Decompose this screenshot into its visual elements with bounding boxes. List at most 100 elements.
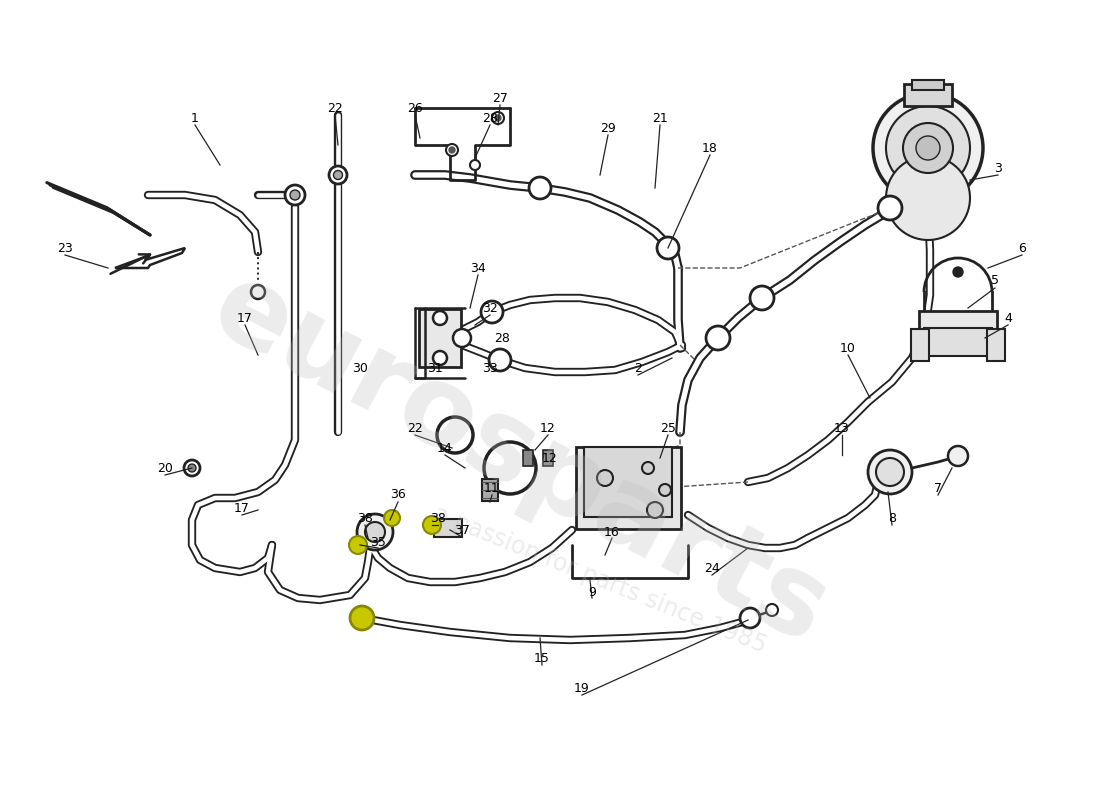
Circle shape bbox=[647, 502, 663, 518]
Circle shape bbox=[876, 458, 904, 486]
Circle shape bbox=[953, 267, 962, 277]
Text: 13: 13 bbox=[834, 422, 850, 434]
Text: 16: 16 bbox=[604, 526, 620, 538]
Text: 30: 30 bbox=[352, 362, 367, 374]
Text: 29: 29 bbox=[601, 122, 616, 134]
Circle shape bbox=[948, 446, 968, 466]
Circle shape bbox=[358, 514, 393, 550]
Circle shape bbox=[449, 147, 455, 153]
Circle shape bbox=[740, 608, 760, 628]
Text: 35: 35 bbox=[370, 535, 386, 549]
Text: 27: 27 bbox=[492, 91, 508, 105]
Circle shape bbox=[868, 450, 912, 494]
Text: 33: 33 bbox=[482, 362, 498, 374]
Text: 18: 18 bbox=[702, 142, 718, 154]
Text: 38: 38 bbox=[358, 511, 373, 525]
Text: 28: 28 bbox=[482, 111, 498, 125]
Bar bbox=[522, 450, 534, 466]
Circle shape bbox=[903, 123, 953, 173]
Text: 19: 19 bbox=[574, 682, 590, 694]
Text: 20: 20 bbox=[157, 462, 173, 474]
Circle shape bbox=[659, 484, 671, 496]
Text: 12: 12 bbox=[542, 451, 558, 465]
Text: 38: 38 bbox=[430, 511, 446, 525]
Text: 17: 17 bbox=[238, 311, 253, 325]
Circle shape bbox=[597, 470, 613, 486]
Circle shape bbox=[481, 301, 503, 323]
Circle shape bbox=[285, 185, 305, 205]
Circle shape bbox=[886, 156, 970, 240]
Bar bbox=[434, 519, 462, 537]
Text: 31: 31 bbox=[427, 362, 443, 374]
Circle shape bbox=[188, 464, 196, 472]
Circle shape bbox=[878, 196, 902, 220]
Circle shape bbox=[433, 311, 447, 325]
Circle shape bbox=[446, 144, 458, 156]
Circle shape bbox=[365, 522, 385, 542]
Text: 37: 37 bbox=[454, 523, 470, 537]
Bar bbox=[575, 447, 681, 529]
Circle shape bbox=[484, 442, 536, 494]
Circle shape bbox=[290, 190, 300, 200]
Circle shape bbox=[251, 285, 265, 299]
Circle shape bbox=[495, 115, 500, 121]
Circle shape bbox=[706, 326, 730, 350]
Text: eurosparts: eurosparts bbox=[195, 253, 846, 667]
Circle shape bbox=[490, 349, 512, 371]
Circle shape bbox=[350, 606, 374, 630]
Bar bbox=[912, 80, 944, 90]
Circle shape bbox=[329, 166, 346, 184]
Circle shape bbox=[433, 351, 447, 365]
Circle shape bbox=[657, 237, 679, 259]
Text: 8: 8 bbox=[888, 511, 896, 525]
Bar bbox=[904, 84, 952, 106]
Text: 34: 34 bbox=[470, 262, 486, 274]
Text: 23: 23 bbox=[57, 242, 73, 254]
Bar bbox=[918, 311, 997, 333]
Circle shape bbox=[184, 460, 200, 476]
Bar bbox=[911, 329, 930, 361]
Circle shape bbox=[642, 462, 654, 474]
Text: a passion for parts since 1985: a passion for parts since 1985 bbox=[430, 502, 770, 658]
Text: 25: 25 bbox=[660, 422, 675, 434]
Circle shape bbox=[766, 604, 778, 616]
Polygon shape bbox=[116, 248, 185, 268]
Circle shape bbox=[349, 536, 367, 554]
Text: 2: 2 bbox=[634, 362, 642, 374]
Bar bbox=[543, 450, 553, 466]
Circle shape bbox=[333, 170, 342, 179]
Text: 22: 22 bbox=[407, 422, 422, 434]
Text: 26: 26 bbox=[407, 102, 422, 114]
Circle shape bbox=[437, 417, 473, 453]
Circle shape bbox=[873, 93, 983, 203]
Circle shape bbox=[916, 136, 940, 160]
Text: 14: 14 bbox=[437, 442, 453, 454]
Text: 28: 28 bbox=[494, 331, 510, 345]
Circle shape bbox=[453, 329, 471, 347]
Circle shape bbox=[384, 510, 400, 526]
Text: 24: 24 bbox=[704, 562, 719, 574]
Circle shape bbox=[886, 106, 970, 190]
Text: 5: 5 bbox=[991, 274, 999, 286]
Bar bbox=[987, 329, 1005, 361]
Bar bbox=[584, 447, 672, 517]
Circle shape bbox=[750, 286, 774, 310]
Text: 3: 3 bbox=[994, 162, 1002, 174]
Text: 6: 6 bbox=[1019, 242, 1026, 254]
Text: 21: 21 bbox=[652, 111, 668, 125]
Text: 4: 4 bbox=[1004, 311, 1012, 325]
Bar bbox=[419, 309, 461, 367]
Bar bbox=[482, 479, 498, 501]
Circle shape bbox=[470, 160, 480, 170]
Text: 11: 11 bbox=[484, 482, 499, 494]
Circle shape bbox=[424, 516, 441, 534]
Text: 32: 32 bbox=[482, 302, 498, 314]
Text: 7: 7 bbox=[934, 482, 942, 494]
Text: 15: 15 bbox=[535, 651, 550, 665]
Text: 17: 17 bbox=[234, 502, 250, 514]
Text: 36: 36 bbox=[390, 489, 406, 502]
Circle shape bbox=[529, 177, 551, 199]
Text: 22: 22 bbox=[327, 102, 343, 114]
Bar bbox=[924, 328, 992, 356]
Text: 10: 10 bbox=[840, 342, 856, 354]
